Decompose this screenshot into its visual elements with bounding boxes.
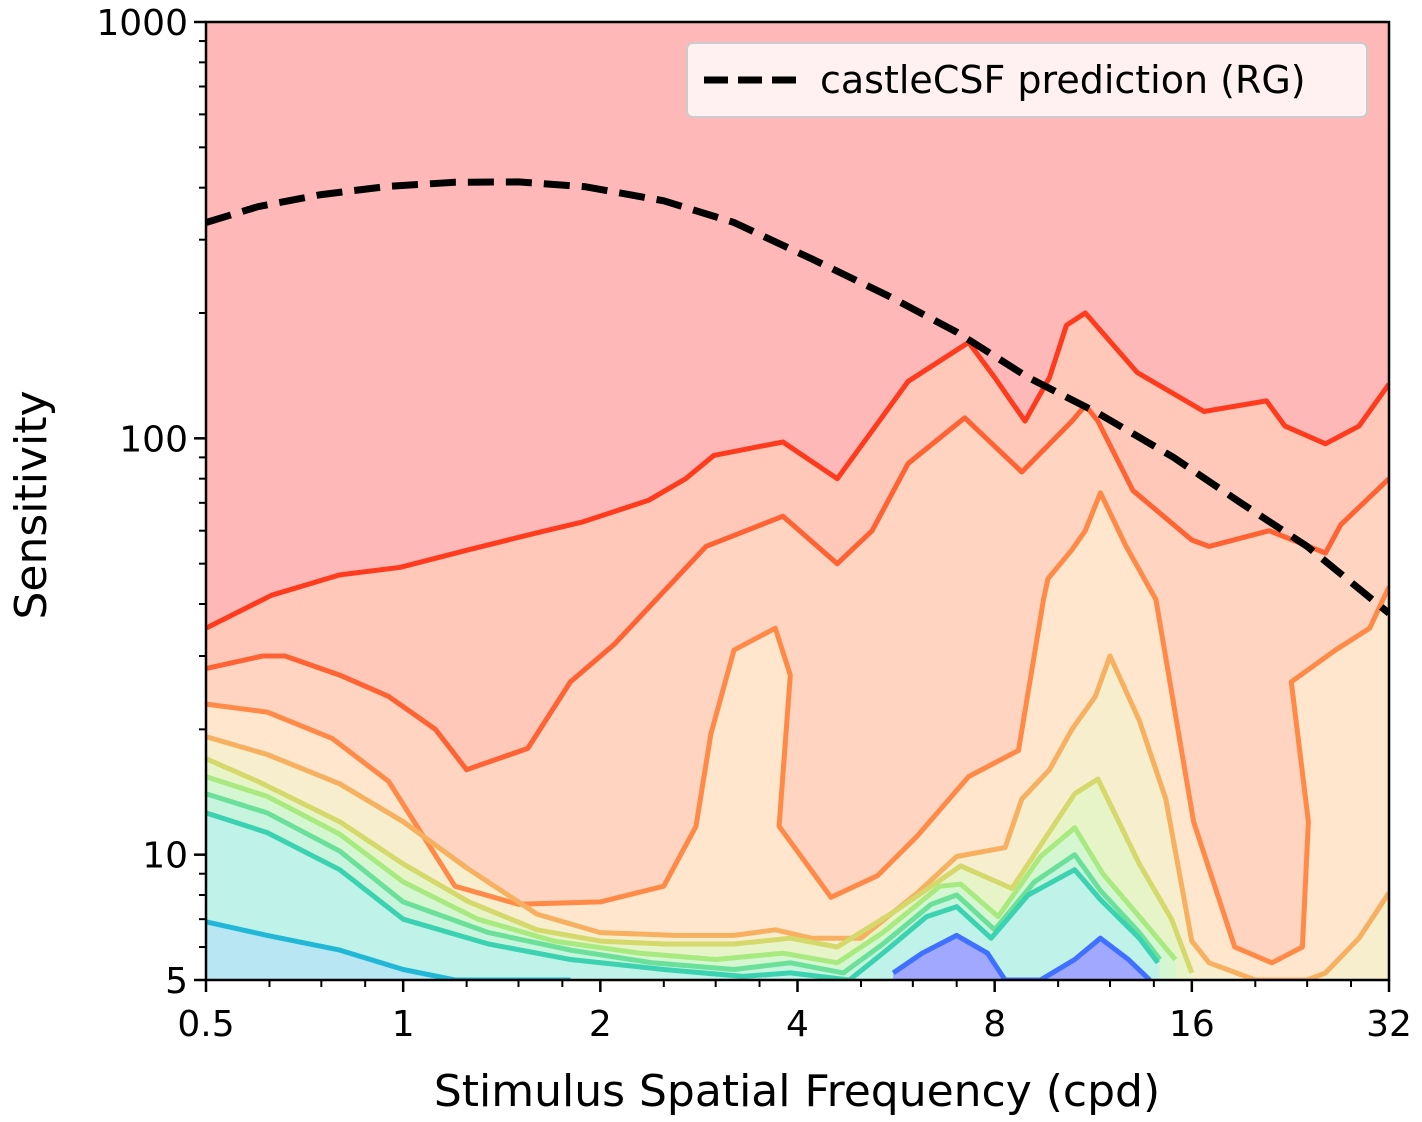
contour-line-6 [206,791,1162,976]
x-axis-label: Stimulus Spatial Frequency (cpd) [434,1066,1160,1117]
x-tick-label-1: 1 [392,1004,415,1045]
x-tick-label-3: 4 [786,1004,809,1045]
x-axis: 0.5 1 2 4 8 16 32 [177,980,1412,1045]
contour-line-8 [206,919,571,980]
contour-line-1 [206,402,1389,773]
contour-fill-9 [893,935,1150,980]
contour-line-0 [206,310,1389,631]
y-axis-label: Sensitivity [6,390,57,619]
y-tick-label-1: 10 [142,836,188,877]
series-layer [206,178,1389,617]
series-line-0 [206,178,1389,617]
x-tick-label-5: 16 [1169,1004,1215,1045]
legend: castleCSF prediction (RG) [686,42,1368,118]
x-tick-label-2: 2 [589,1004,612,1045]
x-tick-label-6: 32 [1366,1004,1412,1045]
contour-line-5 [206,774,1178,966]
y-tick-label-0: 5 [165,961,188,1002]
contour-line-3 [206,653,1389,980]
legend-box [686,42,1368,118]
contour-lines [206,310,1389,980]
x-tick-label-0: 0.5 [177,1004,234,1045]
x-tick-label-4: 8 [983,1004,1006,1045]
contour-line-7 [206,810,1160,980]
contour-fill-7 [206,812,1158,980]
contour-line-4 [206,756,1195,974]
y-tick-label-3: 1000 [96,3,188,44]
contour-line-2 [206,490,1389,966]
plot-area [206,22,1389,980]
y-tick-label-2: 100 [119,419,188,460]
contour-line-9 [891,932,1152,980]
contour-fill-8 [206,921,571,980]
y-axis: 5 10 100 1000 [96,3,206,1002]
legend-entry: castleCSF prediction (RG) [820,58,1306,102]
